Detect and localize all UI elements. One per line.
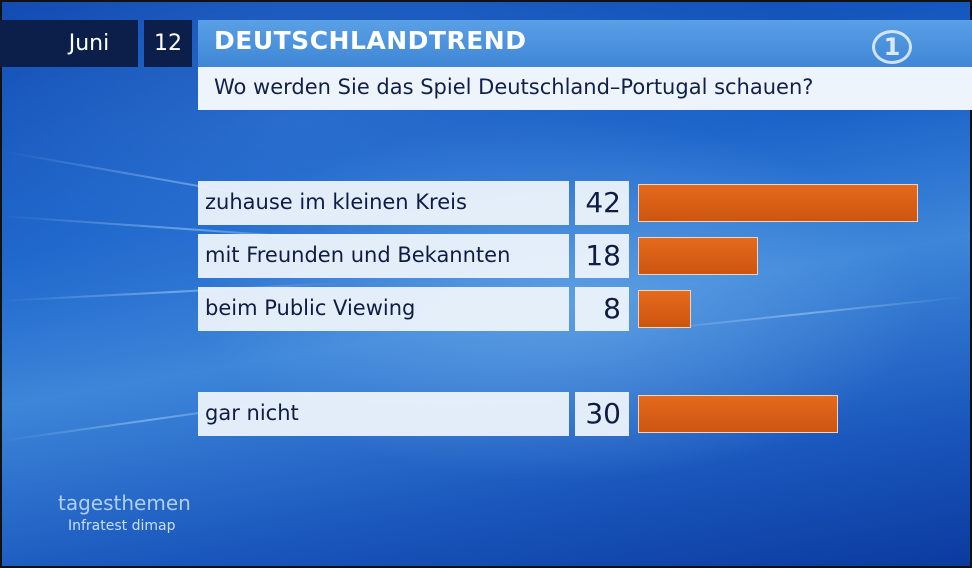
question-text: Wo werden Sie das Spiel Deutschland–Port… (214, 75, 814, 99)
row-label: gar nicht (205, 401, 299, 425)
header-title: DEUTSCHLANDTREND (214, 26, 527, 55)
question-bar: Wo werden Sie das Spiel Deutschland–Port… (198, 67, 972, 110)
row-label-box: mit Freunden und Bekannten (198, 234, 569, 278)
footer-brand: tagesthemen (58, 491, 191, 515)
row-value: 30 (585, 397, 621, 430)
ard-logo-glyph: 1 (883, 33, 901, 61)
row-value-box: 8 (575, 287, 629, 331)
bar (638, 395, 838, 433)
row-label-box: zuhause im kleinen Kreis (198, 181, 569, 225)
row-value: 42 (585, 186, 621, 219)
bar (638, 237, 758, 275)
row-label: mit Freunden und Bekannten (205, 243, 511, 267)
row-value-box: 18 (575, 234, 629, 278)
bar (638, 184, 918, 222)
row-value: 8 (603, 292, 621, 325)
row-label-box: gar nicht (198, 392, 569, 436)
row-value: 18 (585, 239, 621, 272)
row-label: beim Public Viewing (205, 296, 416, 320)
row-value-box: 42 (575, 181, 629, 225)
footer-source: Infratest dimap (68, 518, 176, 534)
ard-logo-icon: 1 (872, 30, 912, 64)
row-value-box: 30 (575, 392, 629, 436)
date-month: Juni (0, 20, 138, 67)
date-day: 12 (144, 20, 192, 67)
row-label: zuhause im kleinen Kreis (205, 190, 467, 214)
row-label-box: beim Public Viewing (198, 287, 569, 331)
bar (638, 290, 691, 328)
header-bar: DEUTSCHLANDTREND 1 (198, 20, 972, 67)
